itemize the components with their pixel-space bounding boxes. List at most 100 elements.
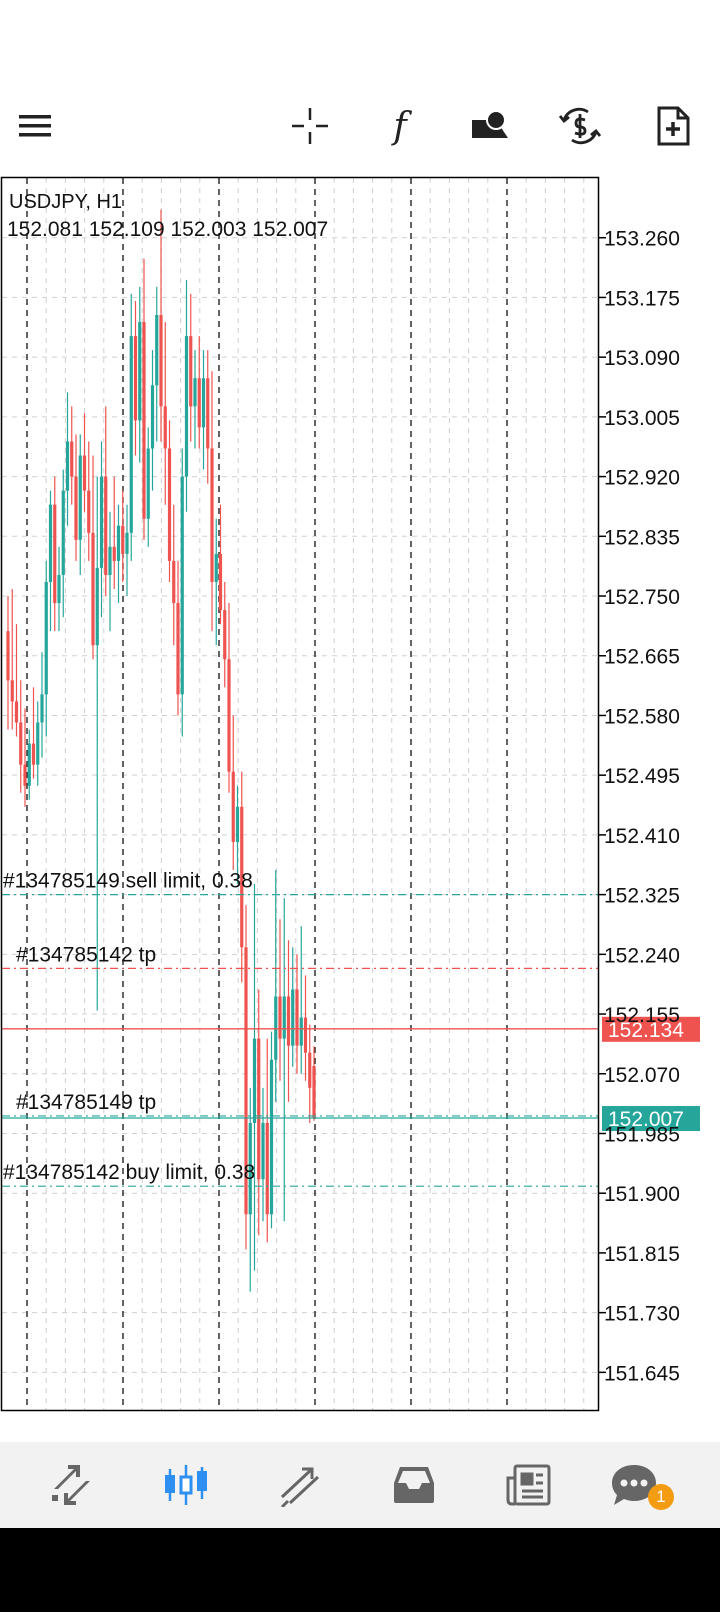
price-tick-label: 151.985 (604, 1123, 680, 1146)
crosshair-icon[interactable] (280, 96, 340, 156)
order-line-label: #134785142 tp (16, 943, 156, 966)
candle-body (257, 1038, 261, 1180)
function-icon[interactable]: f (370, 96, 430, 156)
price-tick-label: 152.155 (604, 1004, 680, 1027)
candle-body (82, 455, 87, 491)
candle-body (146, 448, 150, 519)
candle-body (210, 448, 214, 582)
price-tick-label: 152.665 (604, 646, 680, 669)
price-tick-label: 151.645 (604, 1362, 680, 1385)
dollar-exchange-icon[interactable] (550, 96, 610, 156)
price-tick-label: 152.835 (604, 526, 680, 549)
time-axis: 23 Oct 19:00 27 Oct 19:00 (3, 1418, 290, 1421)
candle-body (193, 378, 197, 407)
candle-body (70, 441, 74, 477)
price-tick-label: 151.730 (604, 1303, 680, 1326)
bottom-navigation (0, 1442, 720, 1528)
candle-body (163, 406, 167, 449)
price-tick-label: 152.070 (604, 1064, 680, 1087)
candle-body (10, 680, 14, 702)
candle-body (261, 1122, 265, 1180)
price-tag-label: 152.007 (608, 1108, 684, 1131)
quotes-icon[interactable] (42, 1455, 102, 1515)
candle-body (176, 603, 180, 695)
candle-body (312, 1066, 316, 1119)
time-tick-label: 27 Oct 19:00 (170, 1418, 290, 1421)
candle-body (133, 336, 138, 421)
candle-body (40, 694, 44, 723)
price-chart[interactable]: #134785149 sell limit, 0.38 #134785142 tp… (0, 176, 720, 1421)
candle-body (129, 336, 133, 533)
candle-body (308, 1052, 312, 1088)
candle-body (116, 525, 121, 561)
new-order-icon[interactable] (643, 96, 703, 156)
candle-body (138, 322, 142, 421)
candle-body (99, 476, 104, 568)
period-separators (26, 178, 508, 1411)
candle-body (57, 574, 61, 604)
candle-body (218, 553, 223, 611)
candle-body (189, 336, 193, 407)
price-tick-label: 153.260 (604, 228, 680, 251)
candle-body (155, 315, 159, 386)
price-tag (602, 1016, 700, 1042)
candle-body (112, 546, 116, 561)
candle-body (108, 546, 112, 575)
chat-icon[interactable] (604, 1455, 664, 1515)
candle-body (295, 989, 299, 1046)
chart-grid (2, 178, 599, 1411)
candle-body (167, 448, 172, 561)
order-line-label: #134785149 sell limit, 0.38 (3, 870, 253, 893)
candle-body (214, 553, 218, 582)
news-icon[interactable] (498, 1455, 558, 1515)
candle-body (274, 996, 278, 1060)
price-tick-label: 151.900 (604, 1183, 680, 1206)
chart-frame (0, 176, 600, 1412)
objects-icon[interactable] (460, 96, 520, 156)
candle-body (36, 722, 40, 765)
candle-body (74, 476, 78, 540)
top-toolbar: f (0, 84, 720, 174)
candle-body (14, 701, 19, 723)
candle-body (265, 1122, 269, 1215)
history-icon[interactable] (384, 1455, 444, 1515)
candle-body (227, 659, 231, 772)
candle-body (159, 315, 163, 407)
candle-body (150, 385, 155, 449)
chart-icon[interactable] (156, 1455, 216, 1515)
price-tick-label: 153.090 (604, 347, 680, 370)
candle-body (125, 532, 129, 554)
candles (6, 209, 316, 1292)
price-axis: 153.260 153.175 153.090 153.005 152.920 152.8… (599, 228, 680, 1385)
price-tag (602, 1106, 700, 1132)
function-glyph: f (393, 105, 407, 147)
candle-body (278, 996, 282, 1039)
candle-body (172, 560, 176, 604)
order-lines: #134785149 sell limit, 0.38 #134785142 tp… (2, 870, 700, 1187)
candle-body (104, 476, 108, 575)
menu-icon[interactable] (5, 96, 65, 156)
candle-body (291, 989, 295, 1046)
candle-body (180, 476, 184, 695)
candle-body (235, 806, 240, 842)
candle-body (269, 1059, 274, 1215)
candle-body (31, 743, 36, 765)
price-tick-label: 151.815 (604, 1243, 680, 1266)
order-line-label: #134785142 buy limit, 0.38 (3, 1161, 255, 1184)
time-tick-label: 23 Oct 19:00 (3, 1418, 123, 1421)
price-tag-label: 152.134 (608, 1019, 684, 1042)
candle-body (197, 378, 201, 428)
candle-body (303, 1017, 308, 1053)
candle-body (53, 504, 57, 604)
price-tick-label: 152.240 (604, 944, 680, 967)
chat-notification-badge: 1 (648, 1484, 674, 1510)
candle-body (299, 1017, 303, 1046)
candle-body (223, 610, 227, 660)
candle-body (206, 378, 210, 449)
trade-icon[interactable] (270, 1455, 330, 1515)
candle-body (282, 996, 286, 1039)
candle-body (6, 631, 10, 681)
price-tick-label: 152.750 (604, 586, 680, 609)
price-tick-label: 152.325 (604, 885, 680, 908)
candle-body (78, 455, 82, 540)
